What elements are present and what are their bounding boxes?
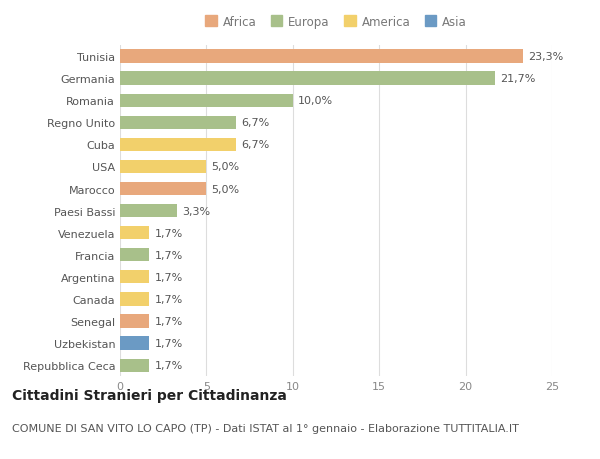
Bar — [120, 205, 177, 218]
Bar — [120, 73, 495, 85]
Bar — [120, 315, 149, 328]
Text: 5,0%: 5,0% — [212, 184, 240, 194]
Text: 10,0%: 10,0% — [298, 96, 333, 106]
Text: COMUNE DI SAN VITO LO CAPO (TP) - Dati ISTAT al 1° gennaio - Elaborazione TUTTIT: COMUNE DI SAN VITO LO CAPO (TP) - Dati I… — [12, 424, 519, 433]
Bar — [120, 337, 149, 350]
Bar — [120, 249, 149, 262]
Text: 23,3%: 23,3% — [528, 52, 563, 62]
Text: 1,7%: 1,7% — [155, 228, 183, 238]
Bar — [120, 293, 149, 306]
Text: 1,7%: 1,7% — [155, 294, 183, 304]
Bar — [120, 95, 293, 107]
Text: 21,7%: 21,7% — [500, 74, 536, 84]
Bar — [120, 359, 149, 372]
Bar — [120, 117, 236, 129]
Text: 1,7%: 1,7% — [155, 250, 183, 260]
Text: 3,3%: 3,3% — [182, 206, 211, 216]
Text: 5,0%: 5,0% — [212, 162, 240, 172]
Bar — [120, 161, 206, 174]
Bar — [120, 139, 236, 151]
Text: 1,7%: 1,7% — [155, 316, 183, 326]
Text: 6,7%: 6,7% — [241, 118, 269, 128]
Text: 1,7%: 1,7% — [155, 360, 183, 370]
Legend: Africa, Europa, America, Asia: Africa, Europa, America, Asia — [200, 11, 472, 34]
Bar — [120, 271, 149, 284]
Text: 6,7%: 6,7% — [241, 140, 269, 150]
Text: 1,7%: 1,7% — [155, 272, 183, 282]
Bar — [120, 50, 523, 63]
Bar — [120, 183, 206, 196]
Text: Cittadini Stranieri per Cittadinanza: Cittadini Stranieri per Cittadinanza — [12, 388, 287, 403]
Bar — [120, 227, 149, 240]
Text: 1,7%: 1,7% — [155, 338, 183, 348]
